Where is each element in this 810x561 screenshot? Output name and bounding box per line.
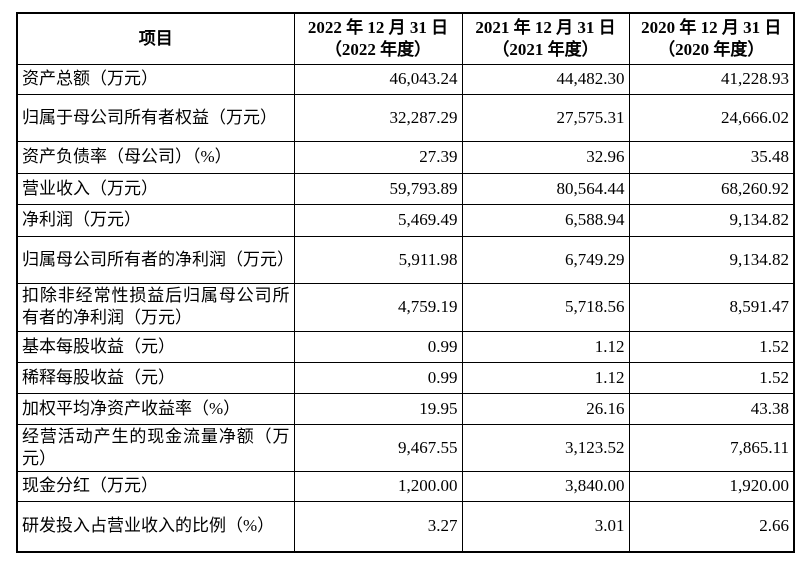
row-operating-revenue: 营业收入（万元） 59,793.89 80,564.44 68,260.92 (16, 172, 795, 205)
row-parent-equity: 归属于母公司所有者权益（万元） 32,287.29 27,575.31 24,6… (16, 93, 795, 142)
header-fiscal-year-line: （2020 年度） (658, 39, 765, 59)
value-2020: 24,666.02 (628, 93, 795, 142)
header-date-line: 2021 年 12 月 31 日 (475, 17, 616, 37)
value-2020: 7,865.11 (628, 423, 795, 472)
row-label: 资产负债率（母公司）（%） (16, 140, 295, 174)
row-weighted-average-roe: 加权平均净资产收益率（%） 19.95 26.16 43.38 (16, 392, 795, 425)
value-2021: 44,482.30 (461, 63, 630, 95)
value-2020: 1.52 (628, 330, 795, 363)
row-total-assets: 资产总额（万元） 46,043.24 44,482.30 41,228.93 (16, 63, 795, 95)
row-label: 归属于母公司所有者权益（万元） (16, 93, 295, 142)
column-header-2021: 2021 年 12 月 31 日 （2021 年度） (461, 12, 630, 65)
value-2022: 1,200.00 (293, 470, 463, 502)
value-2020: 2.66 (628, 500, 795, 553)
value-2020: 35.48 (628, 140, 795, 174)
value-2020: 43.38 (628, 392, 795, 425)
financial-highlights-table: 项目 2022 年 12 月 31 日 （2022 年度） 2021 年 12 … (16, 12, 795, 553)
header-fiscal-year-line: （2021 年度） (492, 39, 599, 59)
value-2022: 0.99 (293, 330, 463, 363)
row-diluted-eps: 稀释每股收益（元） 0.99 1.12 1.52 (16, 361, 795, 394)
row-label: 基本每股收益（元） (16, 330, 295, 363)
value-2021: 1.12 (461, 330, 630, 363)
row-debt-ratio: 资产负债率（母公司）（%） 27.39 32.96 35.48 (16, 140, 795, 174)
value-2022: 32,287.29 (293, 93, 463, 142)
value-2021: 3.01 (461, 500, 630, 553)
row-label: 归属母公司所有者的净利润（万元） (16, 235, 295, 284)
value-2022: 4,759.19 (293, 282, 463, 332)
value-2021: 26.16 (461, 392, 630, 425)
row-label: 资产总额（万元） (16, 63, 295, 95)
row-rd-expense-ratio: 研发投入占营业收入的比例（%） 3.27 3.01 2.66 (16, 500, 795, 553)
value-2021: 80,564.44 (461, 172, 630, 205)
value-2022: 5,911.98 (293, 235, 463, 284)
row-label: 扣除非经常性损益后归属母公司所有者的净利润（万元） (16, 282, 295, 332)
row-label: 稀释每股收益（元） (16, 361, 295, 394)
value-2020: 1.52 (628, 361, 795, 394)
table-header-row: 项目 2022 年 12 月 31 日 （2022 年度） 2021 年 12 … (16, 12, 795, 65)
value-2021: 6,749.29 (461, 235, 630, 284)
value-2021: 3,840.00 (461, 470, 630, 502)
value-2022: 5,469.49 (293, 203, 463, 237)
value-2022: 46,043.24 (293, 63, 463, 95)
value-2020: 1,920.00 (628, 470, 795, 502)
row-parent-net-profit: 归属母公司所有者的净利润（万元） 5,911.98 6,749.29 9,134… (16, 235, 795, 284)
value-2020: 68,260.92 (628, 172, 795, 205)
header-date-line: 2022 年 12 月 31 日 (307, 17, 449, 37)
row-label: 经营活动产生的现金流量净额（万元） (16, 423, 295, 472)
value-2021: 27,575.31 (461, 93, 630, 142)
value-2022: 0.99 (293, 361, 463, 394)
row-operating-cash-flow: 经营活动产生的现金流量净额（万元） 9,467.55 3,123.52 7,86… (16, 423, 795, 472)
column-header-2022: 2022 年 12 月 31 日 （2022 年度） (293, 12, 463, 65)
value-2022: 9,467.55 (293, 423, 463, 472)
header-fiscal-year-line: （2022 年度） (324, 39, 432, 59)
row-label: 研发投入占营业收入的比例（%） (16, 500, 295, 553)
value-2021: 1.12 (461, 361, 630, 394)
value-2020: 8,591.47 (628, 282, 795, 332)
row-deducted-non-recurring-net-profit: 扣除非经常性损益后归属母公司所有者的净利润（万元） 4,759.19 5,718… (16, 282, 795, 332)
value-2022: 19.95 (293, 392, 463, 425)
row-net-profit: 净利润（万元） 5,469.49 6,588.94 9,134.82 (16, 203, 795, 237)
value-2021: 32.96 (461, 140, 630, 174)
value-2020: 9,134.82 (628, 203, 795, 237)
value-2022: 3.27 (293, 500, 463, 553)
row-basic-eps: 基本每股收益（元） 0.99 1.12 1.52 (16, 330, 795, 363)
column-header-item: 项目 (16, 12, 295, 65)
row-label: 营业收入（万元） (16, 172, 295, 205)
value-2022: 27.39 (293, 140, 463, 174)
value-2022: 59,793.89 (293, 172, 463, 205)
row-label: 加权平均净资产收益率（%） (16, 392, 295, 425)
value-2020: 9,134.82 (628, 235, 795, 284)
value-2021: 6,588.94 (461, 203, 630, 237)
column-header-2020: 2020 年 12 月 31 日 （2020 年度） (628, 12, 795, 65)
value-2020: 41,228.93 (628, 63, 795, 95)
value-2021: 3,123.52 (461, 423, 630, 472)
row-cash-dividend: 现金分红（万元） 1,200.00 3,840.00 1,920.00 (16, 470, 795, 502)
row-label: 现金分红（万元） (16, 470, 295, 502)
row-label: 净利润（万元） (16, 203, 295, 237)
header-date-line: 2020 年 12 月 31 日 (641, 17, 782, 37)
value-2021: 5,718.56 (461, 282, 630, 332)
